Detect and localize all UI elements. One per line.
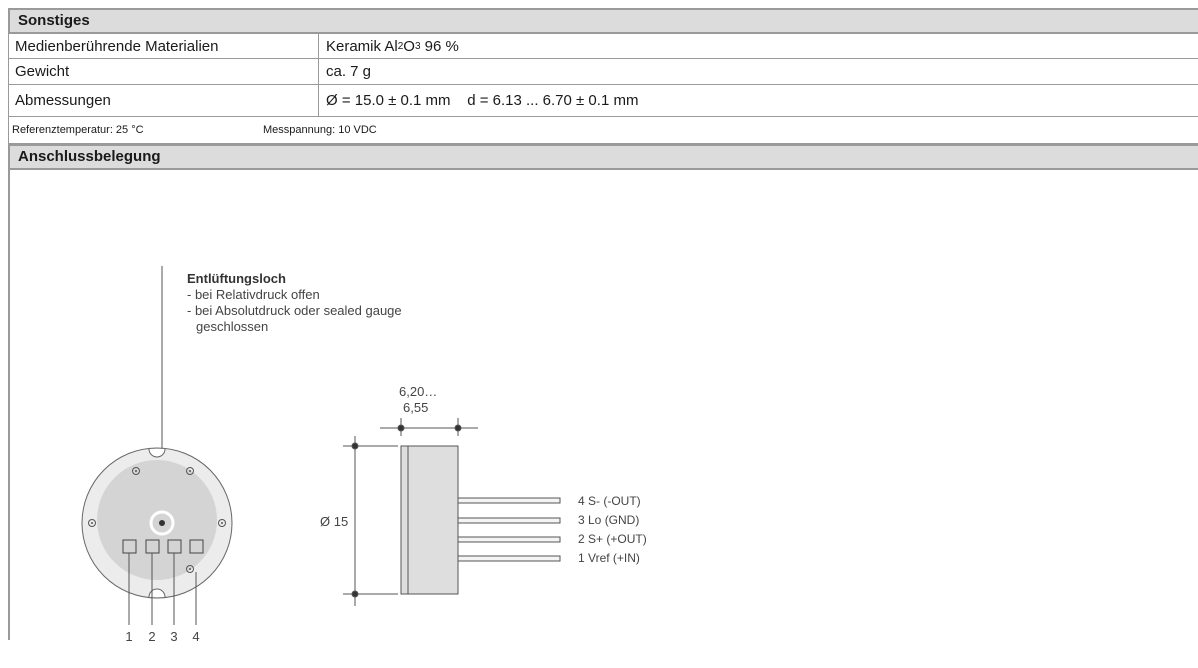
table-row-weight: Gewicht ca. 7 g [8, 59, 1198, 85]
vent-line-3: geschlossen [196, 319, 268, 334]
pin-label-1: 1 Vref (+IN) [578, 551, 640, 565]
pin-number-1: 1 [125, 629, 132, 644]
datasheet-frame: Sonstiges Medienberührende Materialien K… [8, 8, 1198, 668]
pin-label-2: 2 S+ (+OUT) [578, 532, 647, 546]
section-title: Sonstiges [18, 12, 90, 29]
vent-title: Entlüftungsloch [187, 271, 286, 286]
vent-line-1: - bei Relativdruck offen [187, 287, 320, 302]
pin-label-4: 4 S- (-OUT) [578, 494, 641, 508]
vent-line-2: - bei Absolutdruck oder sealed gauge [187, 303, 402, 318]
row-label: Medienberührende Materialien [9, 34, 319, 58]
table-row-dimensions: Abmessungen Ø = 15.0 ± 0.1 mm d = 6.13 .… [8, 85, 1198, 144]
row-value: Keramik Al 2 O 3 96 % [326, 37, 459, 55]
row-label: Abmessungen [9, 85, 319, 116]
section-header-anschlussbelegung: Anschlussbelegung [8, 144, 1198, 170]
diagram-svg: Entlüftungsloch - bei Relativdruck offen… [81, 266, 647, 644]
connection-diagram: Entlüftungsloch - bei Relativdruck offen… [8, 170, 1198, 644]
sensor-top-view [81, 447, 233, 625]
pin-number-3: 3 [170, 629, 177, 644]
notes-row: Referenztemperatur: 25 °C Messpannung: 1… [8, 119, 1198, 144]
table-row-materials: Medienberührende Materialien Keramik Al 2… [8, 34, 1198, 59]
dim-diameter: Ø 15 [320, 514, 348, 529]
section-title: Anschlussbelegung [18, 148, 161, 165]
dim-top-line-2: 6,55 [403, 400, 428, 415]
sensor-side-view: 6,20… 6,55 [343, 384, 561, 606]
dim-top-line-1: 6,20… [399, 384, 437, 399]
row-value: ca. 7 g [326, 63, 372, 80]
pin-label-3: 3 Lo (GND) [578, 513, 639, 527]
section-header-sonstiges: Sonstiges [8, 8, 1198, 34]
note-reference-temperature: Referenztemperatur: 25 °C [12, 124, 144, 136]
pin-number-4: 4 [192, 629, 199, 644]
row-label: Gewicht [9, 59, 319, 84]
pin-number-2: 2 [148, 629, 155, 644]
note-measurement-voltage: Messpannung: 10 VDC [263, 124, 377, 136]
row-value: Ø = 15.0 ± 0.1 mm d = 6.13 ... 6.70 ± 0.… [326, 92, 639, 109]
